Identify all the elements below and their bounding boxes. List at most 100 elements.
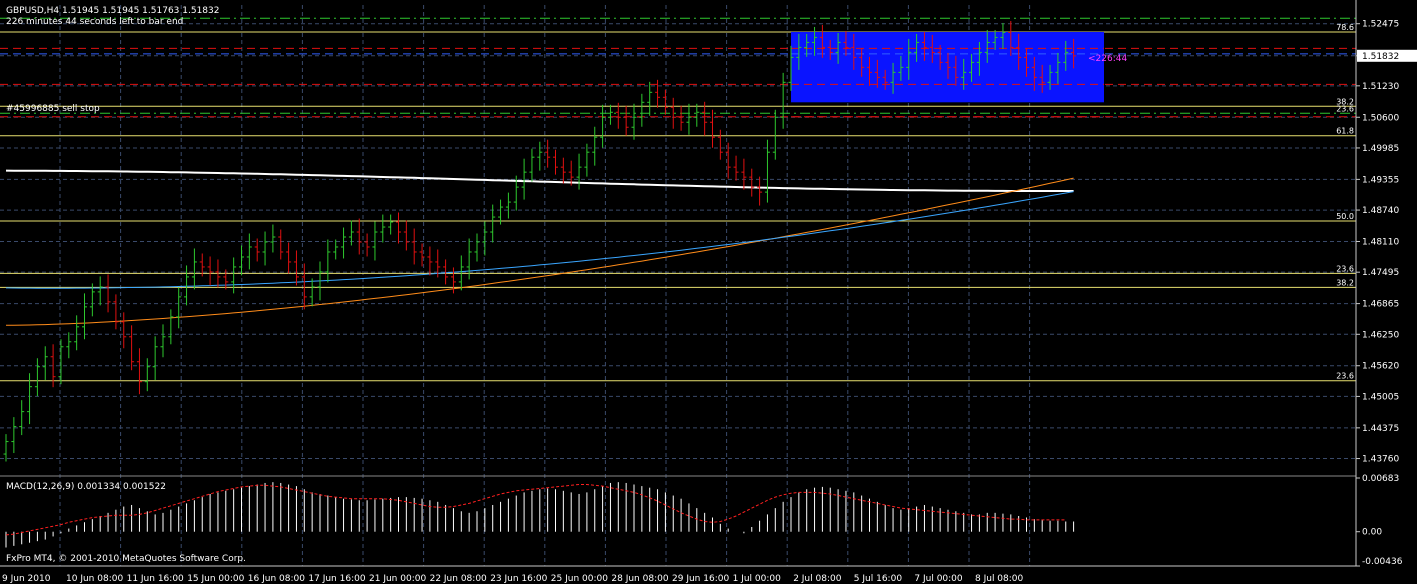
ohlc-bar — [74, 315, 80, 351]
ohlc-bar — [992, 29, 998, 50]
ohlc-bar — [898, 55, 904, 81]
macd-title: MACD(12,26,9) 0.001334 0.001522 — [6, 482, 166, 492]
ohlc-bar — [647, 81, 653, 116]
current-price-marker — [1357, 49, 1417, 62]
ohlc-bar — [819, 24, 825, 58]
ohlc-bar — [874, 59, 880, 88]
time-tick-label: 5 Jul 16:00 — [854, 574, 903, 584]
ohlc-bar — [655, 79, 661, 108]
ohlc-bar — [325, 239, 331, 283]
ohlc-bar — [388, 214, 394, 235]
ohlc-bar — [19, 400, 25, 436]
ohlc-bar — [505, 192, 511, 219]
ohlc-bar — [270, 224, 276, 253]
ohlc-bar — [474, 233, 480, 262]
ohlc-bar — [168, 309, 174, 345]
price-tick-label: 1.46865 — [1362, 300, 1399, 310]
ohlc-bar — [498, 199, 504, 225]
price-tick-label: 1.46250 — [1362, 330, 1399, 340]
countdown-label: <226:44 — [1088, 54, 1127, 64]
ohlc-bar — [560, 157, 566, 184]
order-label: #45996885 sell stop — [6, 104, 100, 114]
ohlc-bar — [348, 220, 354, 246]
ohlc-bar — [223, 269, 229, 290]
ohlc-bar — [97, 276, 103, 306]
time-tick-label: 22 Jun 08:00 — [430, 574, 487, 584]
ohlc-bar — [702, 101, 708, 136]
macd-tick-label: 0.00 — [1362, 528, 1382, 538]
price-tick-label: 1.48740 — [1362, 206, 1399, 216]
fib-level-label: 38.2 — [1336, 278, 1354, 287]
ohlc-bar — [50, 344, 56, 388]
ohlc-bar — [851, 33, 857, 70]
ohlc-bar — [984, 29, 990, 63]
ohlc-bar — [27, 373, 33, 425]
ohlc-bar — [953, 55, 959, 86]
ohlc-bar — [710, 109, 715, 148]
ohlc-bar — [403, 220, 409, 251]
ohlc-bar — [176, 287, 182, 329]
price-tick-label: 1.44375 — [1362, 424, 1399, 434]
time-tick-label: 7 Jul 00:00 — [914, 574, 963, 584]
ohlc-bar — [921, 31, 927, 61]
ohlc-bar — [937, 44, 943, 70]
ohlc-bar — [136, 348, 142, 395]
ohlc-bar — [301, 263, 307, 310]
ohlc-bar — [545, 139, 551, 168]
ohlc-bar — [906, 38, 912, 80]
ohlc-bar — [1063, 40, 1069, 71]
ohlc-bar — [356, 218, 362, 255]
price-tick-label: 1.43760 — [1362, 455, 1399, 465]
moving-averages — [5, 169, 1074, 326]
fib-level-label: 38.2 — [1336, 97, 1354, 106]
ohlc-bar — [144, 358, 150, 392]
ohlc-bar — [239, 245, 244, 276]
ohlc-bar — [105, 274, 111, 313]
ohlc-bar — [623, 105, 629, 136]
ohlc-bar — [286, 242, 292, 274]
ohlc-bar — [411, 228, 417, 265]
fib-level-label: 23.6 — [1336, 104, 1354, 113]
current-price-label: 1.51832 — [1362, 52, 1399, 62]
time-tick-label: 28 Jun 08:00 — [611, 574, 668, 584]
ohlc-bar — [191, 248, 197, 290]
ohlc-bar — [976, 41, 982, 76]
ohlc-bar — [733, 155, 739, 181]
fib-level-label: 61.8 — [1336, 127, 1354, 136]
ohlc-bar — [741, 158, 747, 190]
ohlc-bar — [827, 39, 833, 60]
ohlc-bar — [914, 33, 920, 62]
symbol-header: GBPUSD,H4 1.51945 1.51945 1.51763 1.5183… — [6, 6, 219, 16]
ohlc-bar — [152, 336, 158, 381]
price-tick-label: 1.48110 — [1362, 237, 1399, 247]
time-tick-label: 29 Jun 16:00 — [672, 574, 729, 584]
price-tick-label: 1.50600 — [1362, 113, 1399, 123]
time-tick-label: 1 Jul 00:00 — [733, 574, 782, 584]
ohlc-bar — [780, 72, 786, 129]
ohlc-bar — [121, 312, 127, 349]
time-tick-label: 8 Jul 08:00 — [975, 574, 1024, 584]
ohlc-bar — [1047, 64, 1053, 90]
ohlc-bar — [278, 229, 284, 260]
ohlc-bar — [929, 34, 935, 63]
ohlc-bar — [521, 158, 527, 200]
time-tick-label: 10 Jun 08:00 — [66, 574, 123, 584]
ohlc-bar — [812, 26, 818, 56]
ohlc-bar — [58, 339, 64, 385]
ohlc-bar — [435, 249, 441, 278]
ohlc-bar — [427, 246, 433, 276]
price-tick-label: 1.49355 — [1362, 175, 1399, 185]
ohlc-bar — [1055, 52, 1061, 84]
ohlc-bar — [859, 48, 865, 77]
ma-line-fast — [5, 191, 1074, 289]
macd-tick-label: -0.00436 — [1362, 557, 1403, 567]
ohlc-bar — [615, 102, 621, 129]
ohlc-bar — [129, 325, 135, 371]
ohlc-bar — [380, 214, 386, 243]
ohlc-bar — [482, 221, 488, 256]
ohlc-bar — [600, 104, 606, 148]
ohlc-bar — [333, 239, 339, 260]
ohlc-bar — [215, 259, 221, 288]
ohlc-bar — [254, 238, 260, 262]
